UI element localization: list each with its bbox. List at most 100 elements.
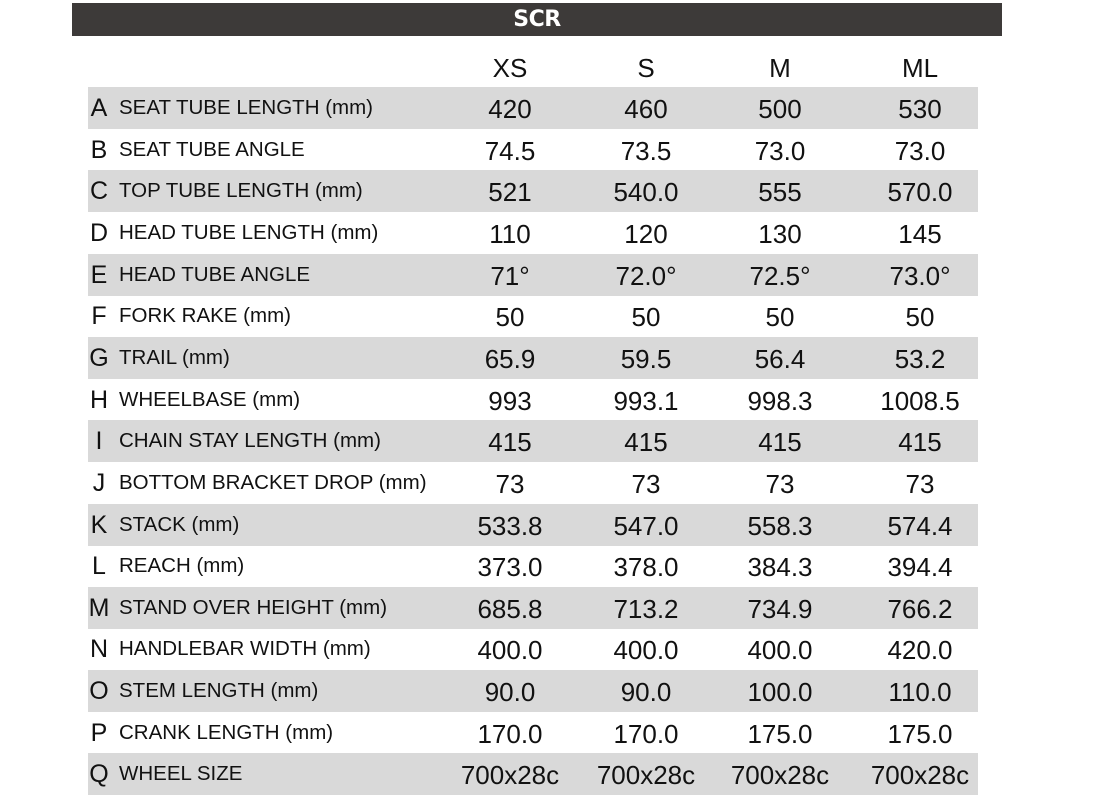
cell-value-xs: 420 (488, 94, 532, 124)
row-letter: M (88, 593, 110, 622)
cell-value-m: 500 (758, 94, 802, 124)
cell-value-s: 713.2 (613, 593, 679, 624)
cell-value-ml: 145 (898, 218, 942, 249)
cell-value-ml: 175.0 (887, 718, 953, 749)
cell-value-s: 90.0 (620, 677, 672, 708)
cell-value-xs: 65.9 (484, 343, 536, 374)
row-letter: D (89, 218, 109, 247)
table-row: A SEAT TUBE LENGTH (mm) 420 460 500 530 (88, 87, 978, 129)
table-row: B SEAT TUBE ANGLE 74.5 73.5 73.0 73.0 (88, 129, 978, 171)
cell-value-m: 555 (758, 177, 802, 208)
cell-value-s: 993.1 (613, 385, 679, 416)
size-header-ml: ML (901, 53, 939, 83)
row-label: STEM LENGTH (mm) (119, 679, 319, 703)
cell-value-s: 73.5 (620, 135, 672, 166)
cell-value-ml: 415 (898, 427, 942, 458)
cell-value-ml: 394.4 (887, 552, 953, 583)
table-row: J BOTTOM BRACKET DROP (mm) 73 73 73 73 (88, 462, 978, 504)
table-row: C TOP TUBE LENGTH (mm) 521 540.0 555 570.0 (88, 170, 978, 213)
table-row: O STEM LENGTH (mm) 90.0 90.0 100.0 110.0 (88, 670, 978, 713)
size-header-m: M (769, 53, 791, 83)
row-label: TRAIL (mm) (119, 345, 230, 369)
row-letter: L (92, 552, 106, 581)
cell-value-s: 50 (631, 302, 661, 333)
row-label: FORK RAKE (mm) (119, 304, 291, 328)
table-row: E HEAD TUBE ANGLE 71° 72.0° 72.5° 73.0° (88, 253, 978, 296)
cell-value-xs: 400.0 (477, 635, 543, 666)
cell-value-m: 100.0 (747, 677, 813, 708)
cell-value-s: 700x28c (596, 760, 696, 791)
row-letter: C (89, 177, 109, 206)
cell-value-ml: 530 (898, 94, 942, 124)
row-label: BOTTOM BRACKET DROP (mm) (119, 470, 427, 494)
row-letter: I (95, 427, 103, 456)
row-letter: Q (89, 760, 109, 789)
cell-value-m: 175.0 (747, 718, 813, 749)
row-label: HEAD TUBE ANGLE (119, 262, 311, 286)
cell-value-m: 130 (758, 218, 802, 249)
cell-value-s: 540.0 (613, 177, 679, 208)
cell-value-ml: 574.4 (887, 510, 953, 541)
row-label: REACH (mm) (119, 554, 245, 578)
cell-value-s: 170.0 (613, 718, 679, 749)
cell-value-m: 734.9 (747, 593, 813, 624)
cell-value-ml: 570.0 (887, 177, 953, 208)
cell-value-xs: 415 (488, 427, 532, 458)
table-row: H WHEELBASE (mm) 993 993.1 998.3 1008.5 (88, 379, 978, 421)
cell-value-s: 415 (624, 427, 668, 458)
cell-value-s: 73 (631, 468, 661, 499)
row-label: SEAT TUBE LENGTH (mm) (119, 96, 373, 119)
cell-value-m: 56.4 (754, 343, 806, 374)
row-label: HANDLEBAR WIDTH (mm) (119, 637, 371, 661)
row-letter: G (89, 343, 109, 372)
cell-value-ml: 110.0 (888, 677, 952, 708)
row-label: HEAD TUBE LENGTH (mm) (119, 220, 379, 244)
row-letter: A (90, 94, 108, 122)
cell-value-s: 120 (624, 218, 668, 249)
cell-value-m: 558.3 (747, 510, 813, 541)
table-row: G TRAIL (mm) 65.9 59.5 56.4 53.2 (88, 336, 978, 379)
row-letter: O (89, 677, 109, 706)
cell-value-ml: 50 (905, 302, 935, 333)
size-header-xs: XS (492, 53, 528, 83)
cell-value-xs: 533.8 (477, 510, 543, 541)
row-label: TOP TUBE LENGTH (mm) (119, 179, 363, 203)
cell-value-m: 998.3 (747, 385, 813, 416)
cell-value-m: 50 (765, 302, 795, 333)
cell-value-ml: 73 (905, 468, 935, 499)
row-letter: B (90, 135, 108, 164)
cell-value-xs: 993 (488, 385, 532, 416)
cell-value-m: 415 (758, 427, 802, 458)
row-label: WHEEL SIZE (119, 762, 243, 786)
cell-value-xs: 685.8 (477, 593, 543, 624)
row-letter: P (90, 718, 108, 747)
cell-value-xs: 90.0 (484, 677, 536, 708)
cell-value-xs: 373.0 (477, 552, 543, 583)
cell-value-xs: 71° (490, 260, 530, 291)
row-label: SEAT TUBE ANGLE (119, 137, 305, 161)
table-row: I CHAIN STAY LENGTH (mm) 415 415 415 415 (88, 420, 978, 463)
cell-value-ml: 766.2 (887, 593, 953, 624)
cell-value-xs: 521 (488, 177, 532, 208)
cell-value-s: 547.0 (613, 510, 679, 541)
cell-value-xs: 50 (495, 302, 525, 333)
cell-value-xs: 170.0 (477, 718, 543, 749)
cell-value-ml: 53.2 (894, 343, 946, 374)
cell-value-xs: 700x28c (460, 760, 560, 791)
row-label: CHAIN STAY LENGTH (mm) (119, 429, 381, 453)
size-header-s: S (637, 53, 655, 83)
table-row: P CRANK LENGTH (mm) 170.0 170.0 175.0 175.0 (88, 712, 978, 754)
row-letter: E (90, 260, 108, 289)
cell-value-ml: 700x28c (870, 760, 970, 791)
cell-value-s: 72.0° (615, 260, 677, 291)
cell-value-s: 460 (624, 94, 668, 124)
table-row: Q WHEEL SIZE 700x28c 700x28c 700x28c 700x28c (88, 753, 978, 796)
table-row: N HANDLEBAR WIDTH (mm) 400.0 400.0 400.0 420.… (88, 628, 978, 670)
row-letter: F (91, 302, 107, 331)
table-row: M STAND OVER HEIGHT (mm) 685.8 713.2 734.9 76… (88, 586, 978, 629)
cell-value-s: 378.0 (613, 552, 679, 583)
table-row: D HEAD TUBE LENGTH (mm) 110 120 130 145 (88, 212, 978, 254)
cell-value-m: 384.3 (747, 552, 813, 583)
cell-value-xs: 110 (489, 218, 531, 249)
cell-value-ml: 420.0 (887, 635, 953, 666)
